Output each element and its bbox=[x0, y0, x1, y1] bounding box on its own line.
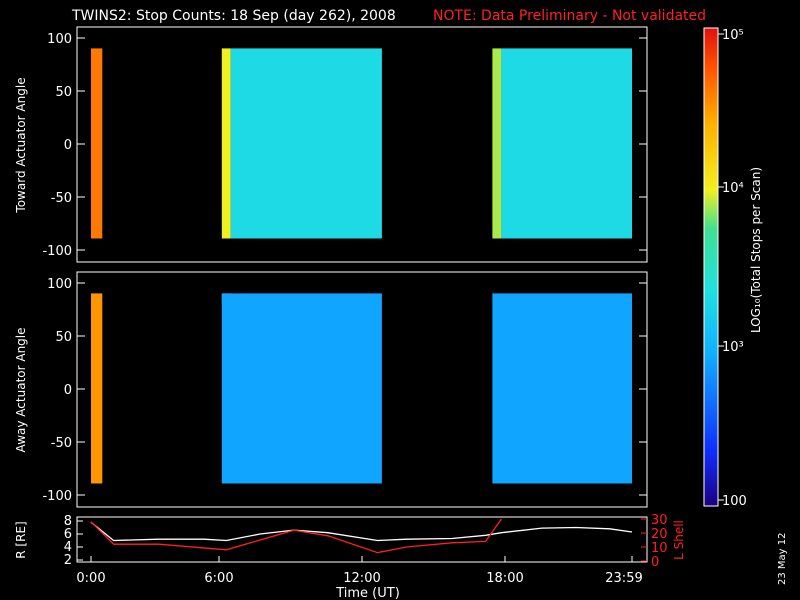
bot-ytick-2: 2 bbox=[64, 553, 72, 568]
bottom-panel-ylabel-right: L Shell bbox=[672, 520, 686, 560]
xtick-0600: 6:00 bbox=[204, 571, 233, 586]
heatmap-block-0 bbox=[91, 293, 103, 484]
bot-ytick-8: 8 bbox=[64, 514, 72, 529]
bottom-panel-lines bbox=[90, 518, 633, 554]
time-axis: 0:00 6:00 12:00 18:00 23:59 Time (UT) bbox=[76, 556, 643, 600]
chart-title: TWINS2: Stop Counts: 18 Sep (day 262), 2… bbox=[71, 8, 396, 24]
bot-ytick-6: 6 bbox=[64, 527, 72, 542]
xtick-1800: 18:00 bbox=[486, 571, 523, 586]
colorbar-tick-1e3: 10³ bbox=[722, 340, 744, 355]
colorbar-gradient bbox=[703, 27, 719, 507]
middle-panel-heatmap bbox=[91, 293, 632, 484]
bot-rtick-0: 0 bbox=[651, 555, 659, 570]
xtick-2359: 23:59 bbox=[605, 571, 642, 586]
heatmap-block-1 bbox=[221, 48, 231, 239]
top-ytick-0: 0 bbox=[64, 138, 72, 153]
preliminary-note: NOTE: Data Preliminary - Not validated bbox=[433, 8, 706, 24]
top-ytick-50: 50 bbox=[55, 85, 72, 100]
top-ytick-neg100: -100 bbox=[42, 244, 72, 259]
colorbar-label: LOG₁₀(Total Stops per Scan) bbox=[749, 167, 763, 333]
heatmap-block-2 bbox=[221, 293, 382, 484]
mid-ytick-neg50: -50 bbox=[51, 436, 72, 451]
xtick-0000: 0:00 bbox=[76, 571, 105, 586]
colorbar-tick-1e5: 10⁵ bbox=[722, 28, 744, 43]
heatmap-block-3 bbox=[492, 48, 502, 239]
colorbar: 10⁵ 10⁴ 10³ 100 LOG₁₀(Total Stops per Sc… bbox=[703, 27, 763, 509]
bot-rtick-20: 20 bbox=[651, 527, 668, 542]
middle-panel-ylabel: Away Actuator Angle bbox=[14, 327, 28, 452]
heatmap-block-0 bbox=[91, 48, 103, 239]
top-ytick-neg50: -50 bbox=[51, 191, 72, 206]
heatmap-block-2 bbox=[230, 48, 382, 239]
bottom-panel-axes: 8 6 4 2 R [RE] 30 20 10 0 L Shell bbox=[14, 513, 686, 570]
mid-ytick-100: 100 bbox=[47, 277, 72, 292]
top-panel-heatmap bbox=[91, 48, 632, 239]
middle-panel-y-axis: 100 50 0 -50 -100 bbox=[42, 277, 647, 504]
l-shell-line bbox=[90, 518, 502, 554]
colorbar-tick-100: 100 bbox=[722, 494, 747, 509]
mid-ytick-50: 50 bbox=[55, 330, 72, 345]
time-axis-label: Time (UT) bbox=[335, 586, 400, 600]
heatmap-block-3 bbox=[492, 293, 632, 484]
xtick-1200: 12:00 bbox=[343, 571, 380, 586]
mid-ytick-0: 0 bbox=[64, 383, 72, 398]
bot-rtick-10: 10 bbox=[651, 541, 668, 556]
r-distance-line bbox=[90, 521, 633, 542]
colorbar-tick-1e4: 10⁴ bbox=[722, 181, 744, 196]
top-panel-y-axis: 100 50 0 -50 -100 bbox=[42, 32, 647, 259]
heatmap-block-4 bbox=[501, 48, 632, 239]
bot-rtick-30: 30 bbox=[651, 513, 668, 528]
bottom-panel-ylabel-left: R [RE] bbox=[14, 521, 28, 558]
top-panel-ylabel: Toward Actuator Angle bbox=[14, 77, 28, 213]
bot-ytick-4: 4 bbox=[64, 540, 72, 555]
side-date-stamp: 23 May 12 bbox=[777, 533, 788, 585]
mid-ytick-neg100: -100 bbox=[42, 489, 72, 504]
top-ytick-100: 100 bbox=[47, 32, 72, 47]
